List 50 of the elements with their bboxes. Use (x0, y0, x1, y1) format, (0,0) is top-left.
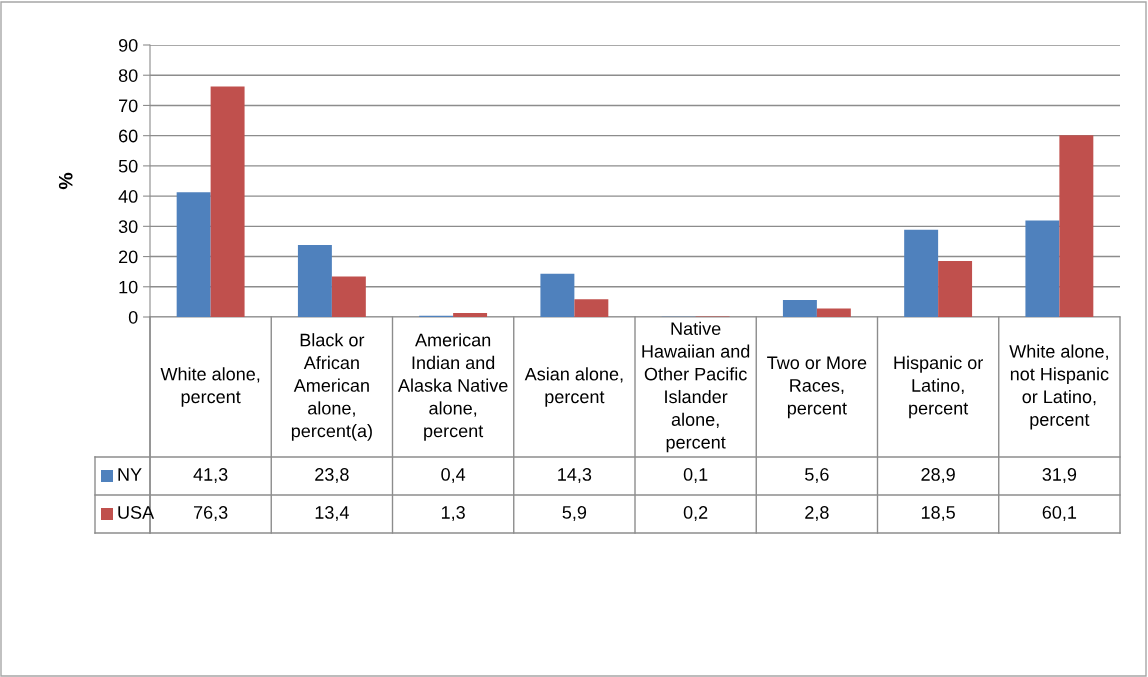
data-label: 60,1 (1042, 506, 1077, 521)
bar (574, 299, 609, 317)
x-tick-label: American Indian and Alaska Native alone, percent (397, 333, 508, 441)
x-tick-label: White alone, not Hispanic or Latino, percent (1009, 344, 1109, 430)
x-tick-label: Native Hawaiian and Other Pacific Islander alone, percent (642, 321, 750, 453)
x-tick-label: Two or More Races, percent (767, 356, 867, 419)
bar (938, 261, 973, 317)
data-label: 2,8 (805, 506, 829, 521)
x-tick-label: Black or African American alone, percent(a) (291, 333, 372, 441)
y-tick-label: 60 (119, 129, 138, 143)
y-tick-label: 80 (118, 69, 138, 82)
y-tick-label: 30 (118, 220, 138, 234)
bar (453, 313, 488, 317)
data-label: 76,3 (193, 506, 228, 521)
y-tick-label: 40 (118, 190, 138, 203)
bar (331, 276, 366, 317)
y-tick-label: 0 (128, 310, 138, 324)
data-label: 41,3 (193, 468, 228, 483)
data-label: 13,4 (315, 506, 349, 521)
y-tick-label: 20 (119, 250, 138, 264)
x-tick-label: Hispanic or Latino, percent (894, 355, 983, 419)
y-tick-label: 70 (119, 99, 138, 113)
bar (176, 192, 211, 317)
bar (210, 86, 245, 317)
x-tick-label: White alone, percent (160, 367, 260, 407)
y-tick-label: 10 (119, 280, 138, 294)
data-label: 14,3 (558, 468, 592, 483)
bar (816, 308, 851, 317)
bar (1025, 220, 1060, 317)
y-tick-label: 50 (118, 159, 138, 173)
data-label: 0,1 (683, 468, 708, 483)
bar (540, 273, 575, 317)
x-tick-label: Asian alone, percent (524, 367, 623, 407)
bar (297, 245, 332, 317)
data-label: 5,9 (562, 506, 587, 521)
bar (904, 229, 939, 317)
data-label: 23,8 (315, 468, 349, 483)
y-axis-title: % (58, 172, 73, 190)
data-label: 0,4 (441, 468, 466, 483)
data-label: 1,3 (441, 506, 465, 521)
bar (1059, 135, 1094, 317)
data-label: 5,6 (805, 468, 829, 483)
data-label: 28,9 (921, 468, 955, 483)
bar (782, 300, 817, 317)
legend-label: USA (118, 506, 155, 519)
data-label: 0,2 (683, 506, 708, 521)
y-tick-label: 90 (118, 38, 138, 52)
data-label: 18,5 (921, 506, 955, 521)
data-label: 31,9 (1042, 468, 1077, 483)
legend-label: NY (118, 468, 142, 481)
